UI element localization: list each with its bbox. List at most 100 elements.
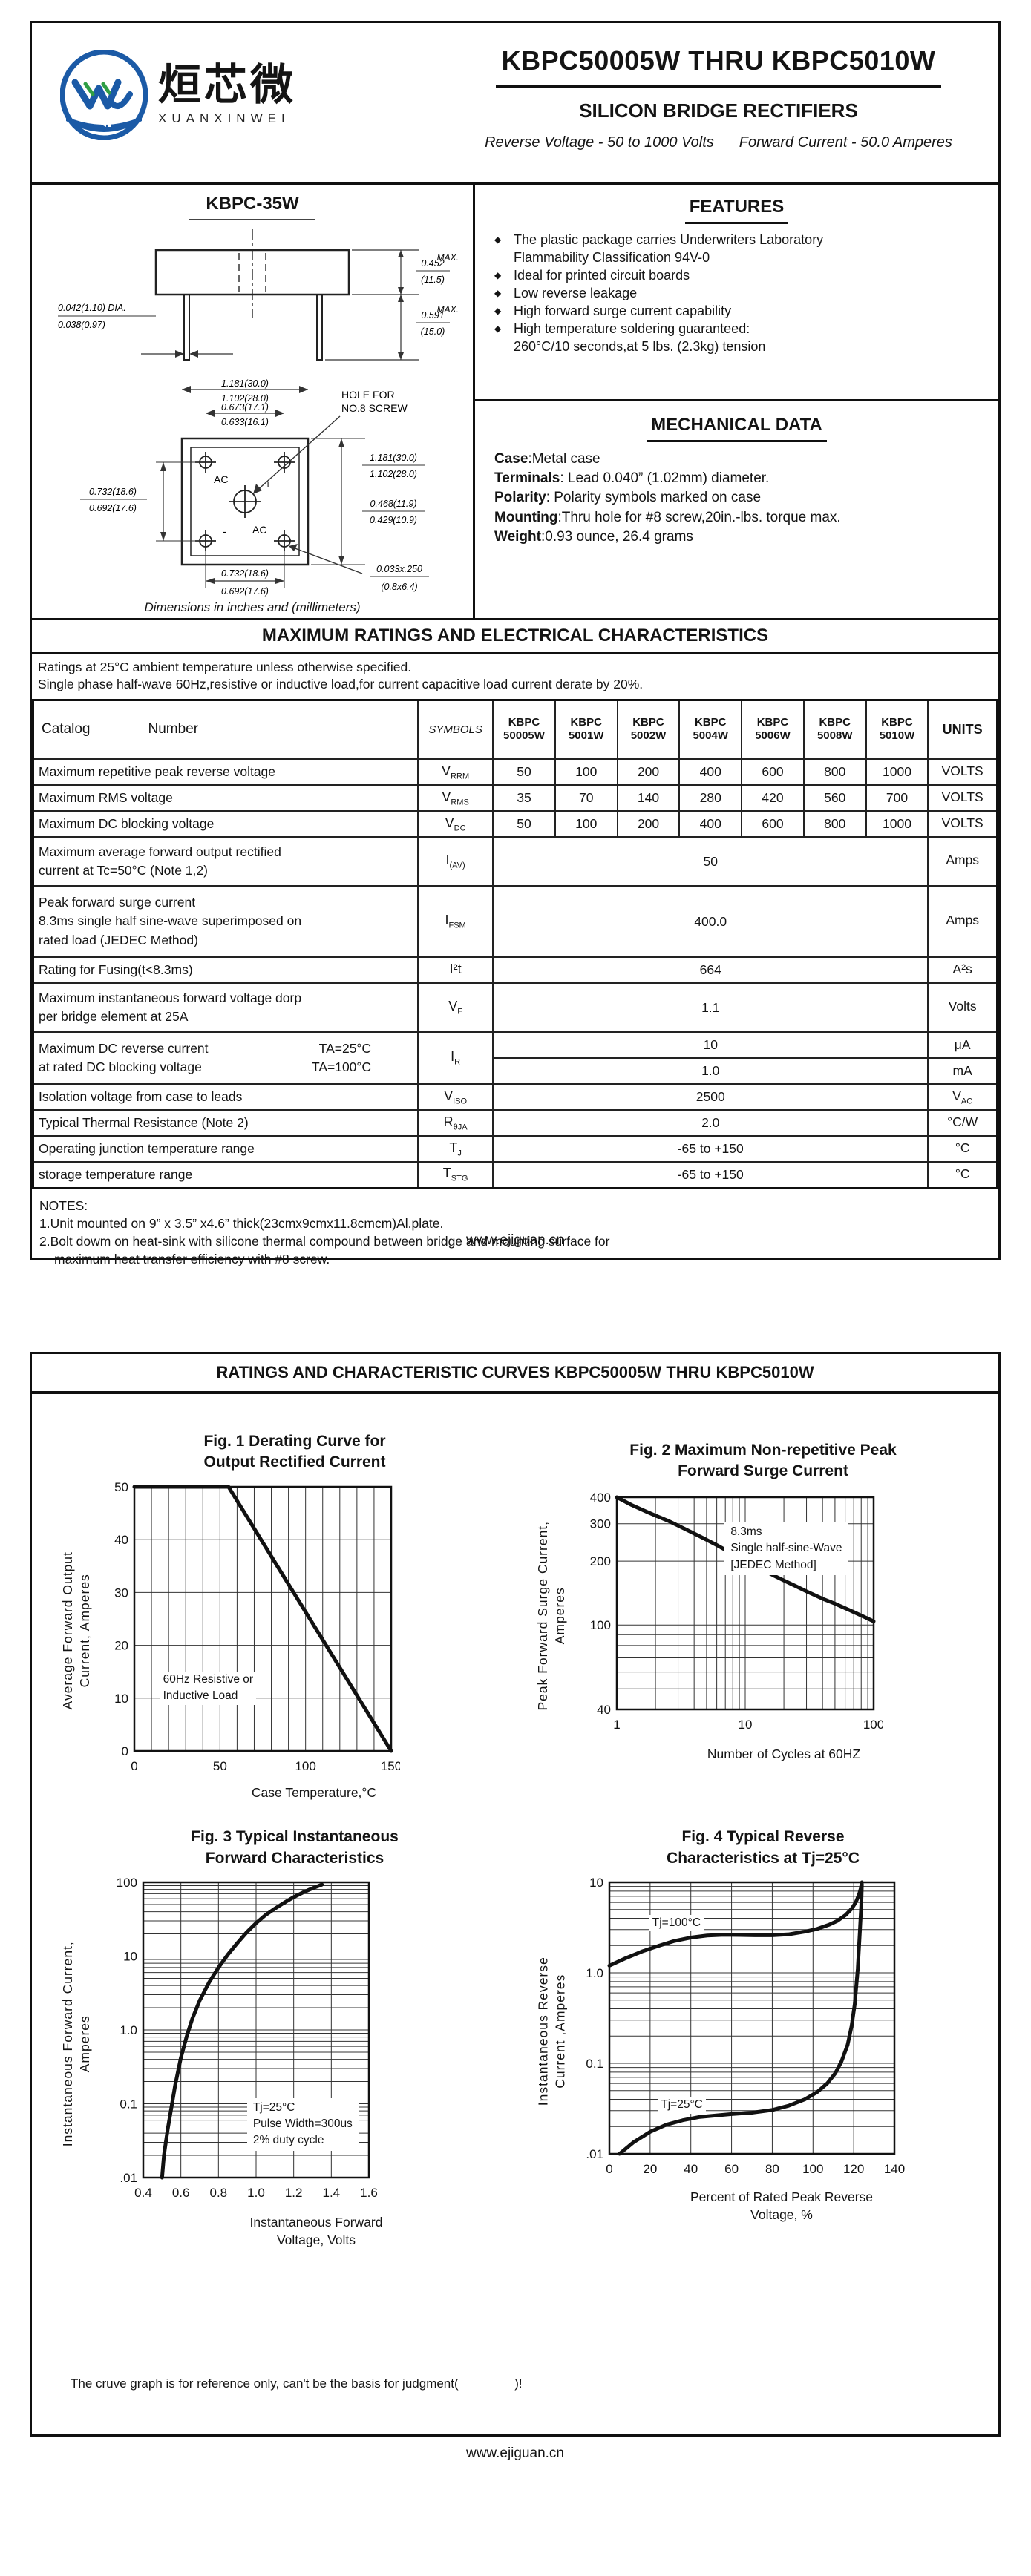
- feature-text: The plastic package carries Underwriters…: [514, 232, 824, 247]
- svg-text:1.0: 1.0: [120, 2023, 137, 2037]
- col-device: KBPC 50005W: [492, 699, 556, 760]
- mech-row: Case:Metal case: [494, 450, 979, 469]
- curves-section-title: RATINGS AND CHARACTERISTIC CURVES KBPC50…: [32, 1354, 998, 1394]
- svg-text:150: 150: [381, 1759, 400, 1773]
- hole-callout-2: NO.8 SCREW: [341, 402, 408, 414]
- svg-text:0.1: 0.1: [120, 2097, 137, 2112]
- fig1-y-axis-label: Average Forward Output Current, Amperes: [60, 1551, 92, 1710]
- svg-text:140: 140: [884, 2162, 905, 2176]
- svg-text:1.0: 1.0: [247, 2186, 265, 2200]
- fig4-y-axis-label: Instantaneous Reverse Current ,Amperes: [535, 1956, 568, 2106]
- device-family-subtitle: SILICON BRIDGE RECTIFIERS: [579, 99, 858, 122]
- max-ratings-title: MAXIMUM RATINGS AND ELECTRICAL CHARACTER…: [32, 620, 998, 654]
- dimensions-caption: Dimensions in inches and (millimeters): [144, 600, 361, 614]
- svg-text:100: 100: [590, 1618, 611, 1632]
- col-symbols: SYMBOLS: [417, 699, 494, 760]
- chart-annotation: 8.3ms Single half-sine-Wave [JEDEC Method]: [724, 1522, 848, 1576]
- fig2-surge-current-curve: Fig. 2 Maximum Non-repetitive Peak Forwar…: [532, 1440, 994, 1801]
- ratings-conditions: Ratings at 25°C ambient temperature unle…: [32, 654, 998, 699]
- brand-logo-icon: [60, 50, 148, 140]
- svg-text:0: 0: [131, 1759, 137, 1773]
- svg-text:50: 50: [114, 1481, 128, 1494]
- fig2-y-axis-label: Peak Forward Surge Current, Amperes: [535, 1521, 568, 1711]
- dim-lead-span-min: 0.633(16.1): [221, 417, 269, 427]
- dim-lead-offset: 0.468(11.9): [370, 499, 416, 509]
- fig3-y-axis-label: Instantaneous Forward Current, Amperes: [60, 1940, 93, 2147]
- svg-text:40: 40: [684, 2162, 698, 2176]
- feature-item: ◆ High temperature soldering guaranteed:: [494, 321, 979, 338]
- forward-current-rating: Forward Current - 50.0 Amperes: [739, 134, 952, 151]
- col-device: KBPC 5010W: [865, 699, 929, 760]
- dim-lead-length: 0.591: [421, 310, 444, 321]
- svg-text:1: 1: [613, 1718, 620, 1732]
- feature-text: 260°C/10 seconds,at 5 lbs. (2.3kg) tensi…: [514, 338, 766, 354]
- mech-key: Case: [494, 451, 528, 467]
- fig1-x-axis-label: Case Temperature,°C: [251, 1784, 377, 1800]
- svg-text:10: 10: [123, 1950, 137, 1964]
- svg-text:.01: .01: [120, 2171, 137, 2185]
- dim-body-width: 1.181(30.0): [370, 453, 417, 463]
- hole-callout-1: HOLE FOR: [341, 389, 395, 401]
- header: 烜芯微 XUANXINWEI KBPC50005W THRU KBPC5010W…: [32, 23, 998, 185]
- svg-text:100: 100: [802, 2162, 823, 2176]
- features-title: FEATURES: [684, 197, 789, 224]
- feature-item: ◆ High forward surge current capability: [494, 303, 979, 321]
- note-line: 2.Bolt dowm on heat-sink with silicone t…: [39, 1233, 610, 1249]
- mech-row: Mounting:Thru hole for #8 screw,20in.-lb…: [494, 508, 979, 528]
- mechanical-data-title: MECHANICAL DATA: [647, 415, 827, 442]
- terminal-label-minus: -: [223, 525, 226, 537]
- diamond-bullet-icon: ◆: [494, 269, 502, 280]
- brand-text: 烜芯微 XUANXINWEI: [158, 64, 296, 126]
- diamond-bullet-icon: ◆: [494, 305, 502, 316]
- dim-lead-length-mm: (15.0): [421, 326, 445, 337]
- brand-logo: 烜芯微 XUANXINWEI: [60, 50, 296, 140]
- fig1-derating-curve: Fig. 1 Derating Curve for Output Rectifie…: [57, 1431, 532, 1801]
- table-row: 1.0 mA: [33, 1057, 998, 1085]
- fig1-plot: 0 50 100 150 0 10 20 30 40 50 60Hz Resistive or Ind…: [96, 1480, 402, 1781]
- chart-annotation: Tj=100°C: [649, 1914, 704, 1932]
- notes-section: NOTES: 1.Unit mounted on 9” x 3.5” x4.6”…: [32, 1189, 998, 1276]
- svg-text:10: 10: [589, 1876, 603, 1890]
- package-bottom-view-drawing: 1.181(30.0) 1.102(28.0) 0.673(17.1) 0.63…: [80, 379, 429, 597]
- svg-text:60: 60: [724, 2162, 739, 2176]
- svg-text:100: 100: [295, 1759, 315, 1773]
- svg-text:200: 200: [590, 1554, 611, 1568]
- terminal-label-plus: +: [265, 478, 271, 490]
- svg-text:300: 300: [590, 1517, 611, 1531]
- ratings-condition-line: Single phase half-wave 60Hz,resistive or…: [38, 676, 644, 691]
- dim-hole-pitch-v: 0.732(18.6): [89, 487, 137, 497]
- table-row: Maximum average forward output rectified…: [32, 836, 998, 887]
- mech-value: : Polarity symbols marked on case: [546, 490, 762, 506]
- dim-overall-width-min: 1.102(28.0): [221, 393, 269, 404]
- table-row: Rating for Fusing(t<8.3ms) I²t 664 A²s: [32, 956, 998, 984]
- dim-body-width-min: 1.102(28.0): [370, 469, 417, 479]
- notes-title: NOTES:: [39, 1197, 88, 1213]
- table-row: Typical Thermal Resistance (Note 2) RθJA…: [32, 1109, 998, 1137]
- datasheet-page-2: RATINGS AND CHARACTERISTIC CURVES KBPC50…: [30, 1352, 1001, 2437]
- svg-text:0: 0: [122, 1744, 128, 1758]
- fig2-title: Fig. 2 Maximum Non-repetitive Peak Forwar…: [629, 1442, 897, 1480]
- diamond-bullet-icon: ◆: [494, 234, 502, 245]
- package-side-view-drawing: 0.452 (11.5) MAX. 0.591 (15.0) MAX. 0.04…: [58, 229, 459, 361]
- svg-text:0.4: 0.4: [134, 2186, 152, 2200]
- svg-text:1.6: 1.6: [360, 2186, 378, 2200]
- dim-hole-pitch-v-min: 0.692(17.6): [89, 503, 137, 513]
- fig3-plot: 0.4 0.6 0.8 1.0 1.2 1.4 1.6 .01 0.1 1.0 10 100 Tj=25…: [96, 1876, 378, 2211]
- diamond-bullet-icon: ◆: [494, 287, 502, 298]
- dim-body-height-mm: (11.5): [421, 275, 445, 285]
- svg-text:50: 50: [213, 1759, 227, 1773]
- dim-lead-dia-min: 0.038(0.97): [58, 320, 105, 330]
- fig3-title: Fig. 3 Typical Instantaneous Forward Char…: [191, 1828, 399, 1867]
- mech-row: Polarity: Polarity symbols marked on cas…: [494, 488, 979, 507]
- svg-text:1.4: 1.4: [323, 2186, 341, 2200]
- svg-text:120: 120: [843, 2162, 864, 2176]
- mechanical-data-section: MECHANICAL DATA Case:Metal case Terminal…: [475, 401, 998, 557]
- svg-text:0: 0: [606, 2162, 612, 2176]
- features-section: FEATURES ◆ The plastic package carries Un…: [475, 185, 998, 401]
- part-number-title: KBPC50005W THRU KBPC5010W: [495, 45, 942, 88]
- dim-hole-pitch-h: 0.732(18.6): [221, 568, 269, 579]
- dim-slot: 0.033x.250: [376, 564, 422, 574]
- note-line: maximum heat transfer efficiency with #8…: [54, 1251, 330, 1266]
- col-device: KBPC 5006W: [741, 699, 805, 760]
- fig1-plot-svg: 0 50 100 150 0 10 20 30 40 50: [114, 1480, 402, 1773]
